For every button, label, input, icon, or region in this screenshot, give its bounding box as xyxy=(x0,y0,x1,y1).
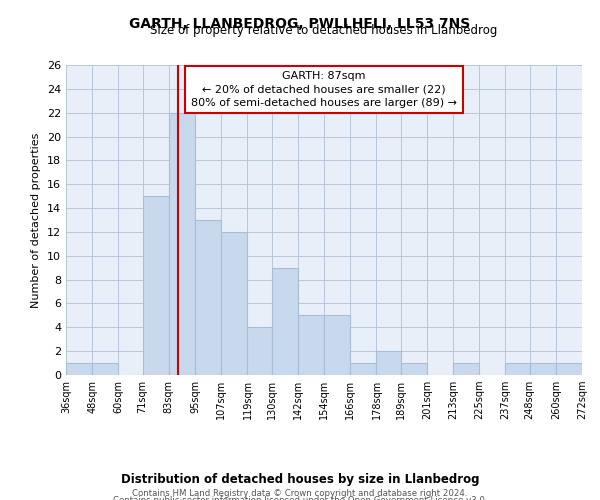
Text: Distribution of detached houses by size in Llanbedrog: Distribution of detached houses by size … xyxy=(121,472,479,486)
Bar xyxy=(556,363,582,375)
Bar xyxy=(324,316,350,375)
Title: Size of property relative to detached houses in Llanbedrog: Size of property relative to detached ho… xyxy=(151,24,497,38)
Bar xyxy=(143,196,169,375)
Bar xyxy=(401,363,427,375)
Text: GARTH: 87sqm
← 20% of detached houses are smaller (22)
80% of semi-detached hous: GARTH: 87sqm ← 20% of detached houses ar… xyxy=(191,71,457,108)
Text: GARTH, LLANBEDROG, PWLLHELI, LL53 7NS: GARTH, LLANBEDROG, PWLLHELI, LL53 7NS xyxy=(130,18,470,32)
Bar xyxy=(247,328,272,375)
Bar xyxy=(272,268,298,375)
Bar xyxy=(453,363,479,375)
Bar xyxy=(350,363,376,375)
Y-axis label: Number of detached properties: Number of detached properties xyxy=(31,132,41,308)
Bar xyxy=(221,232,247,375)
Bar xyxy=(376,351,401,375)
Bar xyxy=(298,316,324,375)
Text: Contains HM Land Registry data © Crown copyright and database right 2024.: Contains HM Land Registry data © Crown c… xyxy=(132,489,468,498)
Bar xyxy=(169,112,195,375)
Text: Contains public sector information licensed under the Open Government Licence v3: Contains public sector information licen… xyxy=(113,496,487,500)
Bar xyxy=(92,363,118,375)
Bar xyxy=(505,363,530,375)
Bar xyxy=(66,363,92,375)
Bar xyxy=(530,363,556,375)
Bar xyxy=(195,220,221,375)
